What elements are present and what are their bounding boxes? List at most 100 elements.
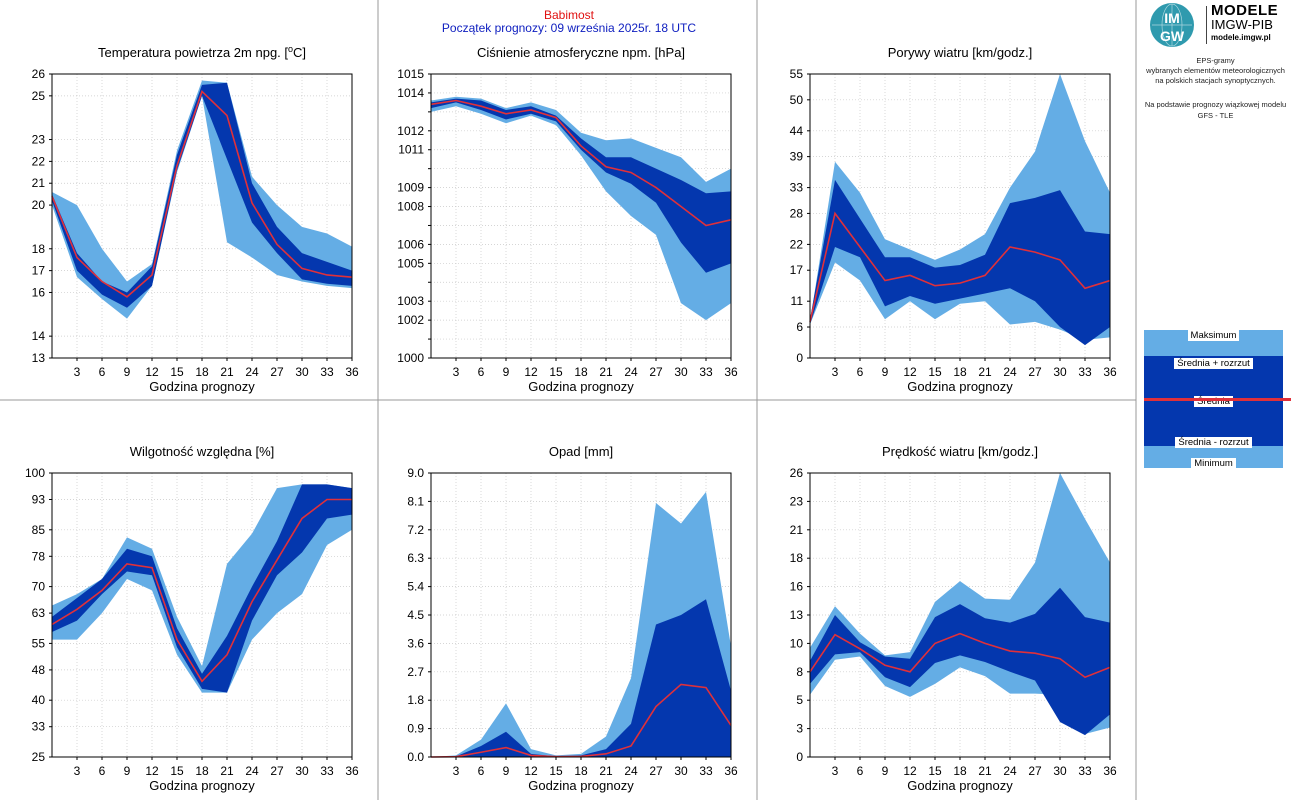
- x-tick-label: 24: [245, 764, 259, 778]
- y-tick-label: 8: [796, 665, 803, 679]
- x-tick-label: 36: [1103, 764, 1117, 778]
- y-tick-label: 1002: [397, 313, 424, 327]
- chart-5: 0.00.91.82.73.64.55.46.37.28.19.03 6 9 12 15…: [407, 444, 738, 793]
- legend: Maksimum Średnia + rozrzut Średnia Średn…: [1144, 330, 1283, 469]
- y-tick-label: 9.0: [407, 466, 424, 480]
- y-tick-label: 1005: [397, 256, 424, 270]
- logo-divider: [1206, 6, 1207, 44]
- y-tick-label: 4.5: [407, 608, 424, 622]
- x-tick-label: 12: [524, 764, 538, 778]
- y-tick-label: 100: [25, 466, 45, 480]
- y-tick-label: 1008: [397, 200, 424, 214]
- desc-line-4: Na podstawie prognozy wiązkowej modelu: [1144, 100, 1287, 109]
- x-tick-label: 30: [295, 365, 309, 379]
- y-tick-label: 11: [791, 294, 804, 308]
- x-tick-label: 18: [574, 365, 588, 379]
- x-tick-label: 3: [832, 365, 839, 379]
- band-min-max: [52, 80, 352, 319]
- chart-title: Prędkość wiatru [km/godz.]: [882, 444, 1038, 459]
- x-tick-label: 18: [574, 764, 588, 778]
- x-tick-label: 15: [549, 764, 563, 778]
- y-tick-label: 14: [32, 329, 46, 343]
- x-tick-label: 24: [1003, 365, 1017, 379]
- y-tick-label: 55: [790, 67, 804, 81]
- x-tick-label: 6: [857, 365, 864, 379]
- y-tick-label: 6: [796, 320, 803, 334]
- chart-title: Ciśnienie atmosferyczne npm. [hPa]: [477, 45, 685, 60]
- y-tick-label: 6.3: [407, 551, 424, 565]
- y-tick-label: 16: [32, 285, 46, 299]
- chart-title: Temperatura powietrza 2m npg. [oC]: [98, 44, 306, 60]
- x-tick-label: 9: [882, 764, 889, 778]
- x-tick-label: 18: [953, 764, 967, 778]
- y-tick-label: 5: [796, 693, 803, 707]
- y-tick-label: 50: [790, 93, 804, 107]
- x-tick-label: 33: [320, 764, 334, 778]
- y-tick-label: 2.7: [407, 665, 424, 679]
- band-spread: [52, 484, 352, 693]
- x-tick-label: 12: [903, 764, 917, 778]
- y-tick-label: 23: [32, 133, 46, 147]
- legend-label-max: Maksimum: [1144, 330, 1283, 341]
- x-tick-label: 36: [724, 764, 738, 778]
- y-tick-label: 1000: [397, 351, 424, 365]
- y-tick-label: 0.9: [407, 722, 424, 736]
- station-name: Babimost: [543, 8, 595, 22]
- x-tick-label: 6: [857, 764, 864, 778]
- x-tick-label: 21: [599, 764, 613, 778]
- y-tick-label: 33: [32, 720, 46, 734]
- chart-title: Wilgotność względna [%]: [130, 444, 275, 459]
- series-mean-line: [430, 99, 732, 227]
- y-tick-label: 3: [796, 722, 803, 736]
- y-tick-label: 7.2: [407, 523, 424, 537]
- y-tick-label: 1012: [397, 124, 424, 138]
- legend-label-min: Minimum: [1144, 458, 1283, 469]
- series-mean-line: [809, 211, 1111, 323]
- x-tick-label: 6: [478, 365, 485, 379]
- x-tick-label: 24: [1003, 764, 1017, 778]
- y-tick-label: 70: [32, 580, 46, 594]
- x-tick-label: 9: [124, 365, 131, 379]
- y-tick-label: 5.4: [407, 580, 424, 594]
- x-tick-label: 24: [624, 365, 638, 379]
- x-tick-label: 33: [320, 365, 334, 379]
- legend-label-mean-plus: Średnia + rozrzut: [1144, 358, 1283, 369]
- x-tick-label: 36: [345, 764, 359, 778]
- x-tick-label: 33: [699, 365, 713, 379]
- x-tick-label: 21: [220, 365, 234, 379]
- band-spread: [810, 587, 1110, 736]
- y-tick-label: 21: [790, 523, 804, 537]
- chart-title: Opad [mm]: [549, 444, 613, 459]
- band-spread: [52, 82, 352, 308]
- x-tick-label: 15: [549, 365, 563, 379]
- y-tick-label: 1009: [397, 181, 424, 195]
- x-tick-label: 27: [1028, 365, 1042, 379]
- x-tick-label: 21: [978, 365, 992, 379]
- band-spread: [431, 599, 731, 757]
- x-tick-label: 12: [524, 365, 538, 379]
- legend-band-min: [1144, 446, 1283, 468]
- x-tick-label: 30: [295, 764, 309, 778]
- y-tick-label: 21: [32, 176, 46, 190]
- x-tick-label: 15: [928, 764, 942, 778]
- desc-line-1: EPS-gramy: [1196, 56, 1235, 65]
- x-tick-label: 27: [270, 365, 284, 379]
- x-tick-label: 30: [674, 365, 688, 379]
- y-tick-label: 63: [32, 606, 46, 620]
- y-tick-label: 16: [790, 580, 804, 594]
- x-tick-label: 9: [503, 764, 510, 778]
- y-tick-label: 44: [790, 124, 804, 138]
- x-tick-label: 12: [145, 764, 159, 778]
- y-tick-label: 10: [790, 636, 804, 650]
- y-tick-label: 23: [790, 494, 804, 508]
- x-tick-label: 33: [699, 764, 713, 778]
- y-tick-label: 3.6: [407, 636, 424, 650]
- x-tick-label: 18: [195, 764, 209, 778]
- y-tick-label: 25: [32, 89, 46, 103]
- series-mean-line: [51, 498, 352, 683]
- x-tick-label: 3: [74, 365, 81, 379]
- x-tick-label: 6: [99, 365, 106, 379]
